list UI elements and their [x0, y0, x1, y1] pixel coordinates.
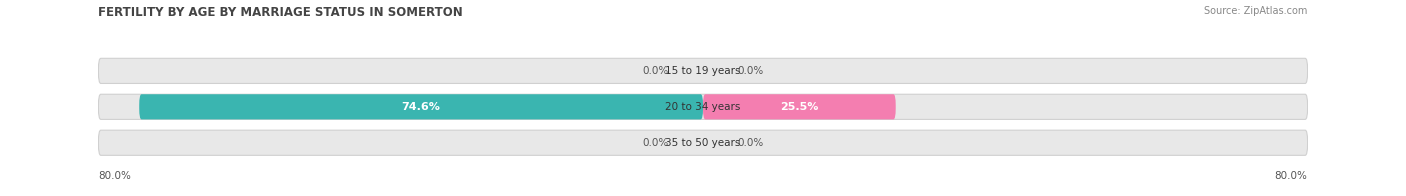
Text: 80.0%: 80.0%	[98, 171, 131, 181]
FancyBboxPatch shape	[98, 58, 1308, 83]
Text: 0.0%: 0.0%	[643, 66, 669, 76]
FancyBboxPatch shape	[703, 94, 896, 119]
Text: 25.5%: 25.5%	[780, 102, 818, 112]
Text: 0.0%: 0.0%	[643, 138, 669, 148]
FancyBboxPatch shape	[98, 130, 1308, 155]
Text: 15 to 19 years: 15 to 19 years	[665, 66, 741, 76]
Text: 35 to 50 years: 35 to 50 years	[665, 138, 741, 148]
Text: 0.0%: 0.0%	[737, 138, 763, 148]
Text: 20 to 34 years: 20 to 34 years	[665, 102, 741, 112]
Text: 0.0%: 0.0%	[737, 66, 763, 76]
Text: 80.0%: 80.0%	[1275, 171, 1308, 181]
Text: Source: ZipAtlas.com: Source: ZipAtlas.com	[1204, 6, 1308, 16]
Text: 74.6%: 74.6%	[402, 102, 440, 112]
FancyBboxPatch shape	[98, 94, 1308, 119]
FancyBboxPatch shape	[139, 94, 703, 119]
Text: FERTILITY BY AGE BY MARRIAGE STATUS IN SOMERTON: FERTILITY BY AGE BY MARRIAGE STATUS IN S…	[98, 6, 463, 19]
